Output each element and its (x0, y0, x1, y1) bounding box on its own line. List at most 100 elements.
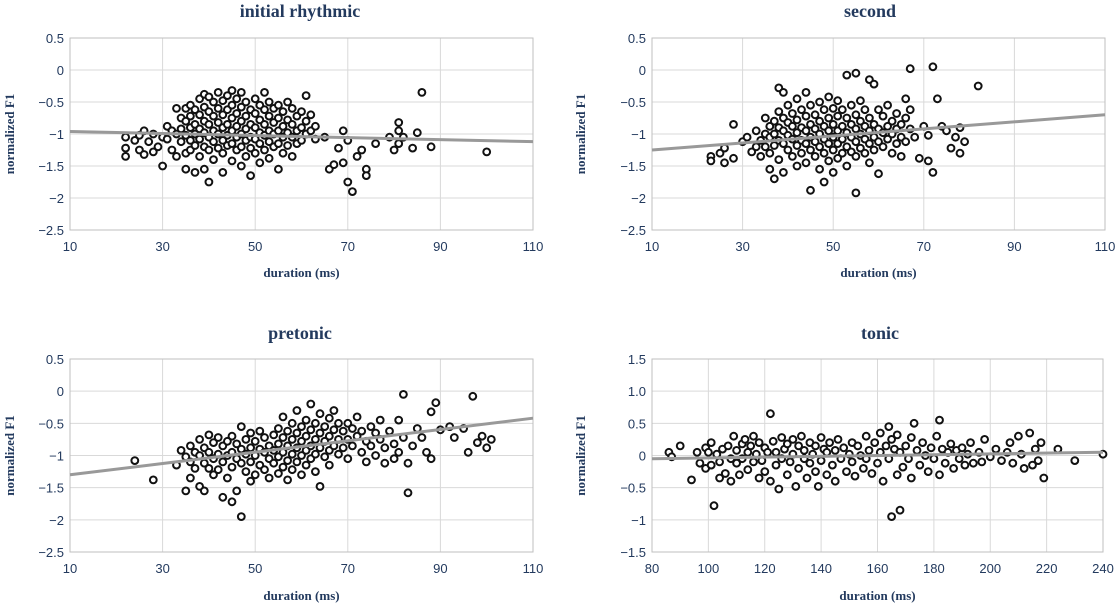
data-point (232, 94, 242, 104)
chart-title: tonic (861, 323, 899, 343)
data-point (190, 464, 200, 473)
data-point (675, 441, 685, 451)
data-point (806, 185, 815, 195)
data-point (874, 105, 883, 115)
x-tick-label: 30 (155, 561, 169, 576)
y-tick-label: −0.5 (38, 416, 64, 431)
data-point (394, 447, 404, 457)
data-point (380, 458, 390, 468)
data-point (371, 451, 381, 460)
data-point (204, 145, 214, 155)
data-point (241, 435, 251, 444)
data-point (468, 391, 478, 401)
data-point (297, 470, 306, 480)
data-point (997, 456, 1006, 466)
data-point (394, 415, 404, 425)
data-point (883, 134, 892, 144)
chart-panel-3: 0.5 0 −0.5 −1 −1.5 −2 −2.510 30 50 70 90 110 pretoni… (2, 323, 543, 603)
data-point (209, 111, 218, 121)
data-point (856, 116, 865, 126)
data-point (195, 152, 205, 161)
data-point (278, 107, 288, 116)
trend-line (651, 450, 1104, 461)
data-point (246, 457, 256, 467)
data-point (375, 415, 385, 425)
data-point (186, 136, 195, 145)
y-tick-label: −1.5 (38, 159, 64, 174)
data-point (901, 137, 911, 147)
data-point (991, 444, 1001, 454)
data-point (486, 435, 496, 444)
data-point (799, 446, 809, 455)
data-point (371, 428, 381, 438)
data-point (1008, 458, 1018, 468)
y-tick-label: 0.5 (46, 352, 64, 367)
data-point (232, 439, 242, 449)
data-point (297, 436, 306, 446)
data-point (851, 137, 861, 147)
data-point (779, 168, 788, 177)
plot-area-frame (69, 358, 534, 553)
data-point (408, 143, 418, 153)
x-axis-label: duration (ms) (263, 588, 339, 603)
chart-panel-1: 0.5 0 −0.5 −1 −1.5 −2 −2.510 30 50 70 90 110 initial… (2, 1, 543, 280)
data-point (329, 425, 339, 435)
data-point (260, 120, 269, 129)
data-point (715, 148, 725, 158)
data-point (213, 88, 223, 97)
data-point (320, 452, 330, 462)
data-point (878, 476, 888, 486)
data-point (269, 430, 279, 440)
data-point (250, 109, 260, 118)
chart-panel-4: 1.5 1.0 0.5 0 −0.5 −1 −1.580 100 120 140 160 180 200… (573, 323, 1114, 603)
data-point (810, 110, 820, 120)
y-tick-label: −2.5 (620, 223, 646, 238)
y-tick-label: −0.5 (620, 481, 646, 496)
data-point (896, 152, 906, 161)
x-tick-label: 30 (735, 239, 749, 254)
data-point (236, 102, 246, 112)
x-tick-label: 10 (63, 561, 77, 576)
data-point (851, 110, 861, 120)
data-point (482, 147, 492, 157)
data-point (801, 126, 811, 136)
data-point (887, 512, 896, 521)
data-point (870, 438, 880, 448)
data-point (837, 121, 847, 131)
data-point (246, 476, 256, 486)
data-point (822, 470, 832, 480)
y-tick-label: 0 (639, 63, 646, 78)
data-point (797, 105, 806, 115)
data-point (874, 137, 883, 147)
data-point (315, 428, 325, 438)
data-point (833, 96, 843, 106)
data-point (810, 124, 820, 134)
data-point (366, 441, 376, 451)
y-tick-label: −1.5 (620, 159, 646, 174)
data-point (241, 97, 251, 107)
data-point (338, 443, 348, 453)
data-point (144, 137, 154, 147)
data-point (960, 137, 969, 147)
y-tick-label: 1.0 (628, 384, 646, 399)
data-point (361, 457, 371, 467)
data-point (186, 111, 195, 121)
data-point (828, 104, 838, 113)
data-point (274, 139, 283, 149)
data-point (394, 118, 404, 127)
data-point (951, 132, 960, 142)
data-point (1030, 444, 1040, 454)
data-point (246, 143, 256, 153)
data-point (883, 121, 892, 131)
data-point (1028, 460, 1037, 470)
plot-area-frame (651, 37, 1106, 231)
data-point (301, 460, 311, 470)
data-point (176, 446, 186, 455)
x-tick-label: 160 (867, 561, 889, 576)
y-tick-label: 0.5 (628, 416, 646, 431)
data-point (766, 476, 775, 486)
data-point (802, 473, 812, 483)
data-point (865, 113, 874, 123)
data-point (859, 464, 868, 473)
data-point (232, 121, 242, 131)
